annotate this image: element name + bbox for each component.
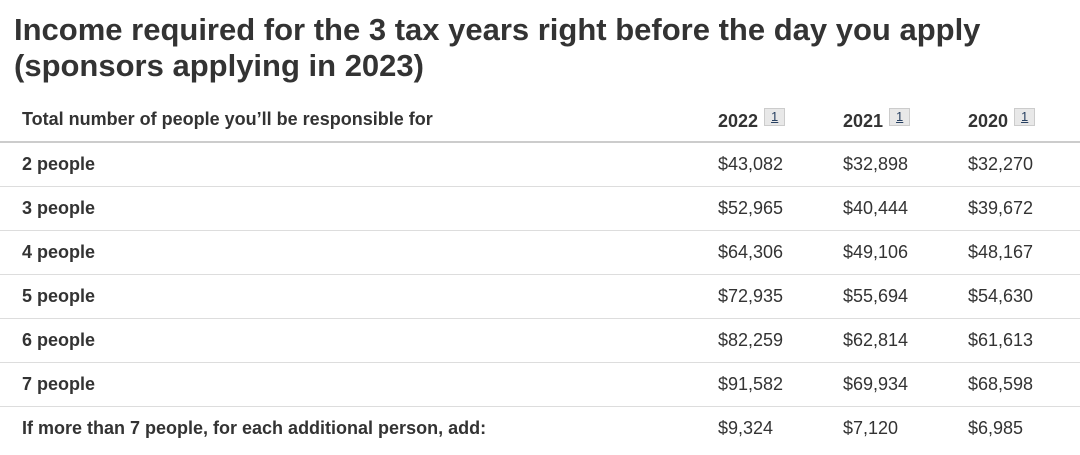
income-value: $62,814	[843, 318, 968, 363]
income-value: $9,324	[718, 418, 774, 438]
column-header: 2021 1	[843, 98, 968, 143]
income-value: $69,934	[843, 362, 968, 407]
row-label: If more than 7 people, for each addition…	[22, 418, 487, 438]
header-row: Total number of people you’ll be respons…	[0, 98, 1080, 143]
footnote: 1	[1014, 107, 1036, 126]
footnote-link[interactable]: 1	[889, 107, 911, 126]
income-value: $55,694	[843, 274, 968, 319]
row-label: 7 people	[0, 362, 718, 407]
income-value: $40,444	[843, 186, 968, 231]
table-row: If more than 7 people, for each addition…	[0, 407, 1080, 451]
income-value: $91,582	[718, 362, 843, 407]
table-row: 2 people $43,082 $32,898 $32,270	[0, 142, 1080, 187]
income-value: $7,120	[843, 418, 899, 438]
footnote-link[interactable]: 1	[764, 107, 786, 126]
income-value: $32,270	[968, 142, 1080, 187]
income-value: $52,965	[718, 186, 843, 231]
row-label: 3 people	[0, 186, 718, 231]
income-value: $54,630	[968, 274, 1080, 319]
title: Income required for the 3 tax years righ…	[14, 12, 981, 83]
income-value: $6,985	[968, 418, 1024, 438]
column-header: 2022 1	[718, 98, 843, 143]
income-value: $39,672	[968, 186, 1080, 231]
footnote: 1	[889, 107, 911, 126]
table-row: 5 people $72,935 $55,694 $54,630	[0, 274, 1080, 319]
income-value: $49,106	[843, 230, 968, 275]
table-row: 6 people $82,259 $62,814 $61,613	[0, 318, 1080, 363]
column-header: 2020 1	[968, 98, 1080, 143]
row-label: 2 people	[0, 142, 718, 187]
row-label: 5 people	[0, 274, 718, 319]
income-value: $64,306	[718, 230, 843, 275]
year: 2020	[968, 110, 1009, 131]
column-header: Total number of people you’ll be respons…	[0, 98, 718, 143]
table-row: 3 people $52,965 $40,444 $39,672	[0, 186, 1080, 231]
table-row: 4 people $64,306 $49,106 $48,167	[0, 230, 1080, 275]
income-value: $68,598	[968, 362, 1080, 407]
row-label: 6 people	[0, 318, 718, 363]
year: 2021	[843, 110, 884, 131]
income-value: $61,613	[968, 318, 1080, 363]
row-label: 4 people	[0, 230, 718, 275]
income-table: Total number of people you’ll be respons…	[0, 98, 1080, 450]
year: 2022	[718, 110, 759, 131]
footnote: 1	[764, 107, 786, 126]
income-value: $72,935	[718, 274, 843, 319]
footnote-link[interactable]: 1	[1014, 107, 1036, 126]
income-value: $32,898	[843, 142, 968, 187]
income-value: $48,167	[968, 230, 1080, 275]
table-row: 7 people $91,582 $69,934 $68,598	[0, 362, 1080, 407]
income-value: $43,082	[718, 142, 843, 187]
income-value: $82,259	[718, 318, 843, 363]
